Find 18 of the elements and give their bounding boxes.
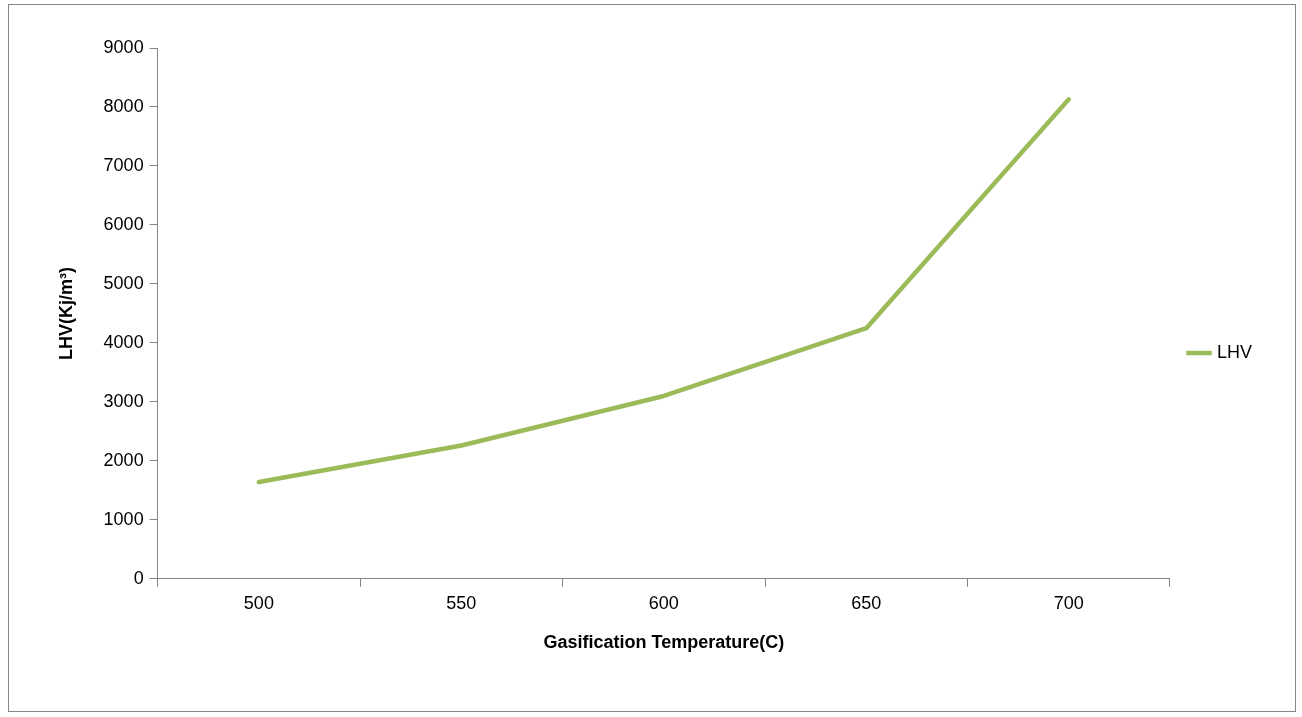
- y-tick-label: 5000: [103, 272, 144, 293]
- x-tick-label: 600: [648, 592, 679, 613]
- y-tick-label: 0: [133, 567, 144, 588]
- x-tick-label: 700: [1053, 592, 1084, 613]
- y-tick-label: 8000: [103, 95, 144, 116]
- y-tick-label: 4000: [103, 331, 144, 352]
- y-tick-label: 1000: [103, 508, 144, 529]
- x-tick-label: 650: [851, 592, 882, 613]
- x-tick-label: 500: [243, 592, 274, 613]
- legend-label: LHV: [1216, 341, 1252, 362]
- y-tick-label: 2000: [103, 449, 144, 470]
- y-tick-label: 7000: [103, 154, 144, 175]
- y-axis-title: LHV(Kj/m³): [55, 266, 76, 360]
- y-tick-label: 6000: [103, 213, 144, 234]
- y-tick-label: 9000: [103, 36, 144, 57]
- x-tick-label: 550: [446, 592, 477, 613]
- y-tick-label: 3000: [103, 390, 144, 411]
- x-axis-title: Gasification Temperature(C): [543, 632, 785, 653]
